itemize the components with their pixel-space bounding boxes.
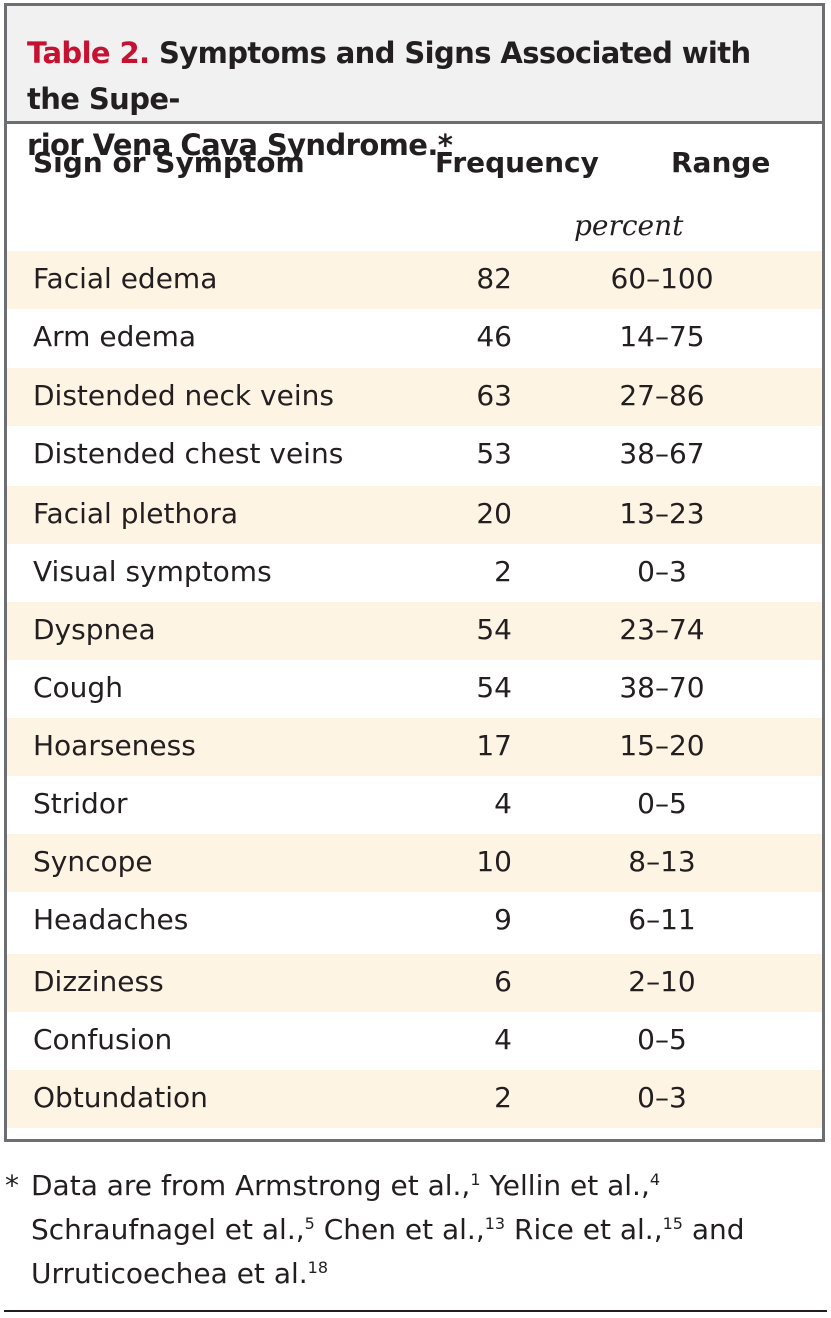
footnote-part: and Urruticoechea et al. [31, 1213, 745, 1290]
footnote-part: Data are from Armstrong et al., [31, 1169, 471, 1202]
footnote-reference: 15 [662, 1214, 683, 1233]
cell-frequency: 54 [476, 613, 512, 646]
cell-frequency: 53 [476, 437, 512, 470]
cell-sign: Obtundation [33, 1081, 208, 1114]
cell-frequency: 4 [494, 787, 512, 820]
cell-frequency: 63 [476, 379, 512, 412]
cell-sign: Arm edema [33, 320, 197, 353]
cell-frequency: 9 [494, 903, 512, 936]
header-range: Range [671, 146, 771, 179]
footnote-part: Schraufnagel et al., [31, 1213, 305, 1246]
cell-sign: Distended neck veins [33, 379, 334, 412]
table-title-line1: Symptoms and Signs Associated with the S… [27, 36, 751, 116]
footnote-reference: 13 [484, 1214, 506, 1233]
cell-frequency: 4 [494, 1023, 512, 1056]
table-row: Syncope 10 8–13 [7, 834, 822, 892]
cell-frequency: 20 [476, 497, 512, 530]
footnote-reference: 1 [470, 1170, 481, 1189]
footnote-part: Chen et al., [314, 1213, 485, 1246]
table-title: Table 2. Symptoms and Signs Associated w… [27, 30, 802, 168]
table-row: Hoarseness 17 15–20 [7, 718, 822, 776]
cell-range: 13–23 [619, 497, 705, 530]
cell-range: 0–3 [637, 555, 687, 588]
footnote-part: Yellin et al., [480, 1169, 650, 1202]
cell-range: 6–11 [628, 903, 696, 936]
cell-range: 15–20 [619, 729, 705, 762]
cell-sign: Dyspnea [33, 613, 156, 646]
table-row: Facial edema 82 60–100 [7, 251, 822, 309]
cell-range: 14–75 [619, 320, 705, 353]
cell-frequency: 10 [476, 845, 512, 878]
table-label: Table 2. [27, 36, 150, 70]
cell-sign: Cough [33, 671, 123, 704]
units-text: percent [574, 209, 684, 242]
table-row: Distended chest veins 53 38–67 [7, 426, 822, 484]
footnote-reference: 18 [307, 1258, 329, 1277]
cell-sign: Distended chest veins [33, 437, 344, 470]
table-row: Dyspnea 54 23–74 [7, 602, 822, 660]
cell-frequency: 2 [494, 555, 512, 588]
cell-range: 60–100 [610, 262, 714, 295]
table-row: Headaches 9 6–11 [7, 892, 822, 950]
cell-sign: Confusion [33, 1023, 173, 1056]
cell-sign: Facial plethora [33, 497, 239, 530]
cell-frequency: 82 [476, 262, 512, 295]
cell-range: 38–67 [619, 437, 705, 470]
table-frame: Table 2. Symptoms and Signs Associated w… [4, 3, 825, 1142]
footnote-reference: 5 [304, 1214, 315, 1233]
cell-range: 38–70 [619, 671, 705, 704]
cell-range: 2–10 [628, 965, 696, 998]
cell-frequency: 2 [494, 1081, 512, 1114]
cell-range: 23–74 [619, 613, 705, 646]
cell-frequency: 17 [476, 729, 512, 762]
bottom-rule [4, 1310, 827, 1312]
table-row: Facial plethora 20 13–23 [7, 486, 822, 544]
cell-range: 27–86 [619, 379, 705, 412]
table-row: Stridor 4 0–5 [7, 776, 822, 834]
table-title-box: Table 2. Symptoms and Signs Associated w… [7, 6, 822, 162]
cell-sign: Headaches [33, 903, 189, 936]
cell-frequency: 54 [476, 671, 512, 704]
cell-sign: Syncope [33, 845, 153, 878]
table-row: Distended neck veins 63 27–86 [7, 368, 822, 426]
table-row: Dizziness 6 2–10 [7, 954, 822, 1012]
footnote-reference: 4 [649, 1170, 661, 1189]
table-row: Confusion 4 0–5 [7, 1012, 822, 1070]
table-title-line2: rior Vena Cava Syndrome.* [27, 128, 453, 162]
cell-sign: Facial edema [33, 262, 218, 295]
table-row: Arm edema 46 14–75 [7, 309, 822, 367]
footnote-marker: * [5, 1169, 19, 1202]
cell-frequency: 46 [476, 320, 512, 353]
header-sign: Sign or Symptom [33, 146, 305, 179]
cell-sign: Visual symptoms [33, 555, 272, 588]
cell-range: 0–3 [637, 1081, 687, 1114]
cell-range: 8–13 [628, 845, 696, 878]
cell-sign: Hoarseness [33, 729, 196, 762]
table-row: Cough 54 38–70 [7, 660, 822, 718]
cell-range: 0–5 [637, 1023, 687, 1056]
footnote-part: Rice et al., [505, 1213, 663, 1246]
cell-frequency: 6 [494, 965, 512, 998]
cell-sign: Stridor [33, 787, 128, 820]
footnote-text: Data are from Armstrong et al.,1 Yellin … [31, 1164, 805, 1296]
table-row: Visual symptoms 2 0–3 [7, 544, 822, 602]
cell-range: 0–5 [637, 787, 687, 820]
cell-sign: Dizziness [33, 965, 164, 998]
footnote: * Data are from Armstrong et al.,1 Yelli… [5, 1164, 805, 1296]
header-frequency: Frequency [435, 146, 599, 179]
table-row: Obtundation 2 0–3 [7, 1070, 822, 1128]
